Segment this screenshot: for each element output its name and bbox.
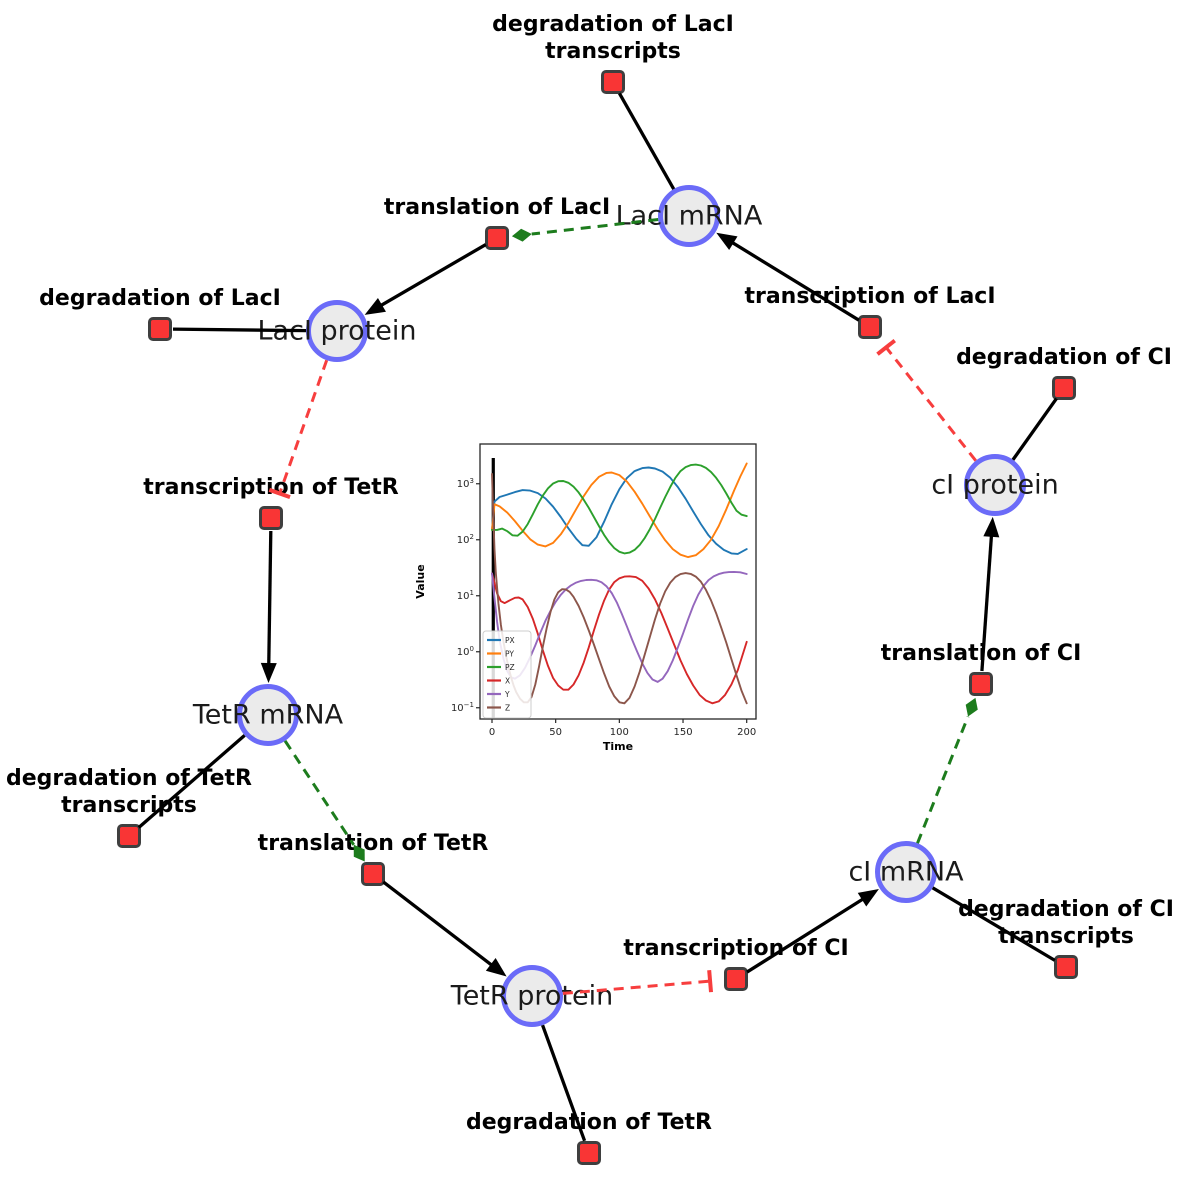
species-node-tetr-protein[interactable]: [500, 964, 563, 1027]
species-label-ci-mrna: cI mRNA: [848, 856, 964, 888]
species-node-tetr-mrna[interactable]: [236, 683, 299, 746]
reaction-node-deg-laci-tx[interactable]: [600, 69, 625, 94]
reaction-node-deg-tetr[interactable]: [576, 1140, 601, 1165]
reaction-node-txn-ci[interactable]: [723, 966, 748, 991]
reaction-label-line: transcription of LacI: [744, 284, 996, 309]
reaction-label-deg-ci: degradation of CI: [956, 344, 1172, 371]
reaction-node-transl-laci[interactable]: [484, 225, 509, 250]
series-PZ: [491, 463, 748, 555]
reaction-node-transl-ci[interactable]: [968, 671, 993, 696]
species-label-ci-protein: cI protein: [931, 469, 1059, 501]
reaction-label-line: degradation of TetR: [5, 766, 253, 791]
reaction-label-transl-ci: translation of CI: [881, 640, 1082, 667]
reaction-label-deg-ci-tx: degradation of CI transcripts: [958, 896, 1174, 950]
series-PX: [491, 466, 748, 555]
reaction-label-deg-laci: degradation of LacI: [39, 285, 281, 312]
reaction-label-line: degradation of CI: [956, 345, 1172, 370]
legend-label-PZ: PZ: [505, 663, 515, 672]
series-PY: [491, 462, 748, 559]
reaction-node-deg-tetr-tx[interactable]: [116, 823, 141, 848]
reaction-label-txn-laci: transcription of LacI: [744, 283, 995, 310]
species-node-ci-protein[interactable]: [963, 453, 1026, 516]
reaction-label-txn-ci: transcription of CI: [623, 935, 848, 962]
species-node-laci-mrna[interactable]: [657, 184, 720, 247]
reaction-label-line: degradation of CI: [958, 897, 1174, 922]
legend-label-PY: PY: [505, 650, 514, 659]
reaction-label-deg-laci-tx: degradation of LacI transcripts: [492, 11, 734, 65]
y-axis-label: Value: [414, 564, 427, 598]
reaction-label-deg-tetr: degradation of TetR: [466, 1109, 712, 1136]
reaction-label-line: translation of CI: [880, 641, 1082, 666]
reaction-label-line: transcripts: [61, 793, 197, 818]
legend-label-PX: PX: [505, 636, 515, 645]
species-label-laci-protein: LacI protein: [257, 315, 417, 347]
y-tick-label: 102: [457, 533, 474, 546]
x-tick-label: 100: [610, 727, 629, 738]
reaction-label-line: transcripts: [545, 39, 681, 64]
species-node-ci-mrna[interactable]: [874, 840, 937, 903]
reaction-node-txn-laci[interactable]: [857, 314, 882, 339]
reaction-label-line: translation of LacI: [383, 195, 611, 220]
reaction-label-transl-tetr: translation of TetR: [258, 830, 489, 857]
legend-label-Y: Y: [504, 690, 510, 699]
plot-frame: [479, 443, 757, 720]
reaction-node-deg-ci[interactable]: [1051, 375, 1076, 400]
reaction-label-transl-laci: translation of LacI: [384, 194, 610, 221]
y-tick-label: 10−1: [451, 701, 474, 714]
species-label-laci-mrna: LacI mRNA: [615, 200, 763, 232]
species-label-tetr-protein: TetR protein: [450, 980, 614, 1012]
x-tick-label: 50: [549, 727, 562, 738]
reaction-label-line: transcription of CI: [623, 936, 849, 961]
reaction-label-txn-tetr: transcription of TetR: [143, 474, 398, 501]
reaction-label-line: degradation of LacI: [39, 286, 281, 311]
simulation-plot: 0 50 100 150 20010310210110010−1TimeValuePXP…: [404, 428, 776, 764]
legend-label-Z: Z: [505, 704, 510, 713]
x-axis-label: Time: [603, 740, 633, 753]
x-tick-label: 200: [737, 727, 756, 738]
x-tick-label: 150: [673, 727, 692, 738]
reaction-label-line: transcripts: [998, 924, 1134, 949]
species-label-tetr-mrna: TetR mRNA: [192, 699, 344, 731]
species-node-laci-protein[interactable]: [305, 299, 368, 362]
plot-legend: PX PY PZ XYZ: [482, 630, 532, 719]
x-tick-label: 0: [489, 727, 495, 738]
reaction-node-deg-laci[interactable]: [147, 316, 172, 341]
reaction-node-deg-ci-tx[interactable]: [1053, 954, 1078, 979]
reaction-label-line: translation of TetR: [257, 831, 489, 856]
reaction-node-transl-tetr[interactable]: [360, 861, 385, 886]
reaction-node-txn-tetr[interactable]: [258, 505, 283, 530]
y-tick-label: 100: [457, 645, 474, 658]
reaction-label-line: degradation of TetR: [465, 1110, 713, 1135]
legend-label-X: X: [505, 677, 510, 686]
y-tick-label: 101: [457, 589, 474, 602]
y-tick-label: 103: [457, 477, 474, 490]
series-X: [491, 572, 748, 705]
reaction-label-deg-tetr-tx: degradation of TetR transcripts: [6, 765, 252, 819]
reaction-label-line: transcription of TetR: [143, 475, 399, 500]
reaction-label-line: degradation of LacI: [492, 12, 734, 37]
